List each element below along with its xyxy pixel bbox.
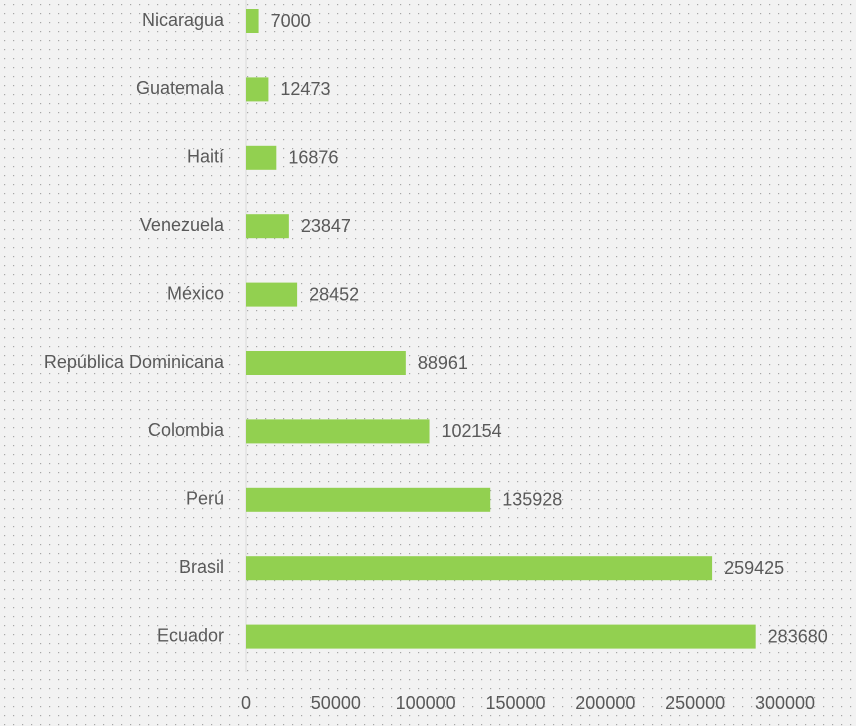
data-label: 16876 [288,148,338,168]
y-tick-label: México [167,283,224,303]
data-label: 135928 [502,490,562,510]
bar [246,77,269,102]
bar [246,282,298,307]
bar [246,351,406,375]
data-label: 7000 [271,11,311,31]
bar [246,624,756,649]
y-tick-label: Brasil [179,557,224,577]
bar [246,9,259,33]
x-tick-label: 100000 [396,693,456,713]
data-label: 102154 [442,421,502,441]
y-tick-label: Ecuador [157,625,224,645]
data-label: 259425 [724,558,784,578]
data-label: 283680 [768,626,828,646]
x-tick-label: 50000 [311,693,361,713]
bar [246,145,277,170]
y-tick-label: Nicaragua [142,10,225,30]
y-tick-label: Perú [186,489,224,509]
data-label: 28452 [309,284,359,304]
y-tick-label: Guatemala [136,78,225,98]
bar [246,214,289,239]
x-tick-label: 300000 [755,693,815,713]
y-tick-label: República Dominicana [44,352,225,372]
data-label: 88961 [418,353,468,373]
y-tick-label: Haití [187,147,224,167]
data-label: 12473 [280,79,330,99]
x-tick-label: 250000 [665,693,725,713]
x-tick-label: 150000 [485,693,545,713]
y-tick-label: Venezuela [140,215,225,235]
bar [246,487,491,512]
bar [246,556,713,581]
x-tick-label: 0 [241,693,251,713]
data-label: 23847 [301,216,351,236]
bar [246,419,430,444]
x-tick-label: 200000 [575,693,635,713]
y-tick-label: Colombia [148,420,225,440]
